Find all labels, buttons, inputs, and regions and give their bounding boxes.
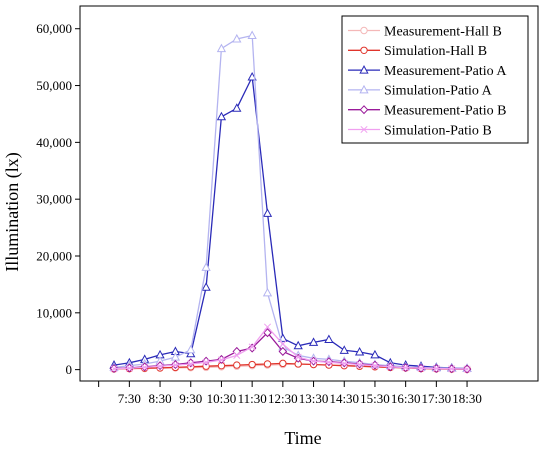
y-tick-label: 60,000	[36, 21, 72, 36]
data-point	[233, 351, 241, 359]
x-tick-label: 10:30	[207, 391, 237, 406]
x-tick-label: 9:30	[179, 391, 202, 406]
data-point	[294, 353, 302, 361]
data-point	[141, 363, 149, 371]
y-axis-ticks: 0 10,000 20,000 30,000 40,000 50,000 60,000	[36, 21, 80, 377]
data-point	[263, 323, 272, 331]
legend-swatch-marker	[360, 26, 368, 35]
data-point	[263, 328, 272, 338]
legend-box	[341, 15, 529, 144]
data-point	[248, 360, 256, 369]
data-point	[279, 340, 287, 348]
x-tick-label: 16:30	[391, 391, 421, 406]
data-point	[232, 103, 242, 112]
legend-item: Simulation-Patio A	[348, 84, 493, 99]
data-point	[371, 362, 379, 370]
data-point	[340, 359, 348, 367]
y-tick-label: 20,000	[36, 249, 72, 264]
data-point	[171, 361, 179, 369]
data-point	[110, 365, 118, 373]
plot-frame	[79, 5, 539, 382]
data-point	[217, 356, 226, 364]
series-simulation-patio-b	[110, 323, 471, 373]
data-point	[402, 364, 410, 372]
data-point	[262, 208, 273, 217]
data-point	[463, 365, 471, 373]
data-point	[233, 361, 241, 369]
data-point	[216, 43, 227, 53]
legend-label: Measurement-Patio B	[384, 104, 506, 119]
data-point	[417, 364, 425, 372]
legend: Measurement-Hall B Simulation-Hall B Measu…	[341, 15, 529, 144]
x-tick-label: 12:30	[268, 391, 298, 406]
data-point	[202, 358, 210, 366]
legend-label: Measurement-Hall B	[384, 24, 502, 39]
data-point	[354, 346, 365, 356]
x-axis-ticks: 7:30 8:30 9:30 10:30 11:30 12:30 13:30 14:30 15:…	[98, 381, 482, 406]
legend-swatch-marker	[359, 84, 369, 94]
legend-item: Measurement-Hall B	[348, 24, 502, 39]
y-tick-label: 40,000	[36, 135, 72, 150]
legend-swatch-marker	[359, 105, 369, 115]
data-point	[248, 343, 256, 351]
legend-swatch-marker	[359, 65, 369, 74]
data-point	[262, 287, 273, 297]
x-tick-label: 17:30	[422, 391, 452, 406]
legend-label: Simulation-Patio A	[384, 84, 493, 99]
x-tick-label: 8:30	[148, 391, 171, 406]
data-point	[386, 363, 394, 371]
y-tick-label: 30,000	[36, 192, 72, 207]
data-point	[216, 111, 227, 121]
legend-label: Simulation-Patio B	[384, 123, 492, 138]
x-tick-label: 15:30	[360, 391, 390, 406]
x-axis-title: Time	[284, 428, 321, 448]
data-point	[187, 360, 195, 368]
legend-item: Measurement-Patio B	[348, 104, 506, 119]
legend-item: Simulation-Patio B	[348, 123, 492, 138]
data-point	[339, 345, 349, 354]
data-point	[186, 344, 196, 354]
data-point	[432, 364, 440, 373]
legend-swatch-marker	[360, 46, 368, 54]
x-tick-label: 7:30	[118, 391, 141, 406]
data-point	[309, 357, 318, 365]
data-point	[263, 360, 272, 368]
data-point	[370, 349, 380, 359]
y-tick-label: 0	[66, 362, 73, 377]
data-point	[232, 33, 242, 43]
y-tick-label: 10,000	[36, 305, 72, 320]
data-point	[247, 30, 257, 40]
x-tick-label: 11:30	[238, 391, 267, 406]
data-point	[293, 353, 303, 363]
data-point	[448, 365, 456, 373]
data-point	[201, 282, 211, 291]
data-point	[324, 334, 334, 344]
data-point	[356, 360, 364, 369]
legend-label: Measurement-Patio A	[384, 64, 507, 79]
legend-label: Simulation-Hall B	[384, 44, 487, 59]
plot-border	[79, 5, 539, 382]
series-layer	[109, 30, 472, 374]
data-point	[156, 362, 164, 370]
data-point	[278, 346, 288, 356]
x-tick-label: 13:30	[299, 391, 329, 406]
data-point	[308, 337, 319, 346]
data-point	[247, 343, 257, 353]
data-point	[293, 340, 303, 350]
data-point	[125, 364, 133, 372]
legend-swatch-marker	[360, 125, 368, 134]
data-point	[325, 358, 333, 366]
x-tick-label: 18:30	[452, 391, 482, 406]
y-tick-label: 50,000	[36, 78, 72, 93]
y-axis-title: Illumination (lx)	[2, 152, 23, 271]
x-tick-label: 14:30	[329, 391, 359, 406]
legend-item: Simulation-Hall B	[348, 44, 487, 59]
legend-item: Measurement-Patio A	[348, 64, 507, 79]
data-point	[279, 359, 287, 368]
series-line	[113, 325, 468, 370]
data-point	[201, 262, 211, 271]
